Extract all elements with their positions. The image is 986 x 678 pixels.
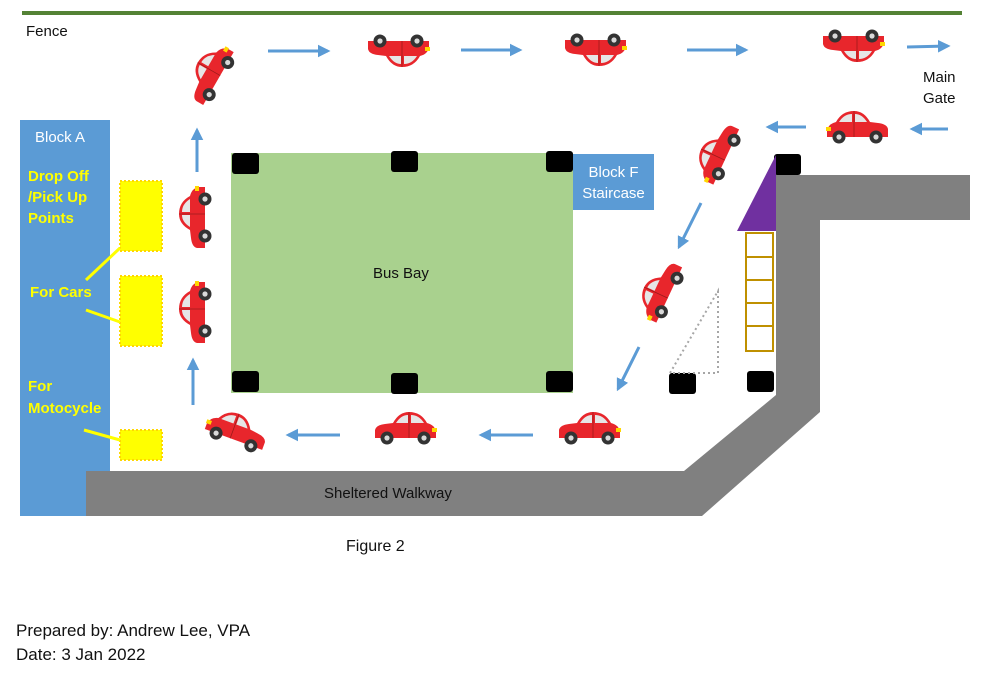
drop-off-line-2: /Pick Up (28, 189, 88, 206)
block-a-building (20, 120, 110, 516)
main-gate-label: Main Gate (923, 67, 956, 109)
car-icon (180, 37, 241, 109)
drop-off-point-motorcycle (119, 429, 163, 461)
car-icon (178, 185, 212, 249)
car-icon (631, 255, 689, 327)
prepared-by: Prepared by: Andrew Lee, VPA (16, 621, 251, 640)
figure-caption: Figure 2 (346, 538, 405, 555)
post (391, 151, 418, 172)
drop-off-line-3: Points (28, 210, 74, 227)
post (747, 371, 774, 392)
bus-bay-posts (232, 151, 801, 394)
car-icon (688, 117, 746, 189)
post (669, 373, 696, 394)
block-f-line-1: Block F (588, 164, 639, 181)
drop-off-line-1: Drop Off (28, 168, 89, 185)
car-icon (825, 110, 889, 144)
block-f-label: Block F Staircase (573, 162, 654, 204)
post (774, 154, 801, 175)
arrow (906, 39, 951, 53)
stair-ladder (745, 232, 774, 352)
car-icon (367, 34, 431, 68)
post (232, 153, 259, 174)
dotted-triangle (668, 287, 719, 374)
fence-label: Fence (26, 23, 68, 40)
car-icon (201, 403, 272, 457)
stair-roof (737, 155, 776, 231)
post (546, 151, 573, 172)
main-gate-line-1: Main (923, 69, 956, 86)
drop-off-point-car-1 (119, 180, 163, 252)
post (546, 371, 573, 392)
car-icon (822, 29, 886, 63)
block-f-line-2: Staircase (582, 185, 645, 202)
block-f-staircase (573, 154, 654, 210)
sheltered-walkway (86, 175, 970, 516)
drop-off-point-car-2 (119, 275, 163, 347)
post (391, 373, 418, 394)
for-cars-label: For Cars (30, 284, 92, 301)
sheltered-walkway-label: Sheltered Walkway (324, 485, 452, 502)
date: Date: 3 Jan 2022 (16, 645, 146, 664)
arrow (616, 346, 641, 392)
car-icon (178, 280, 212, 344)
main-gate-line-2: Gate (923, 90, 956, 107)
arrow (677, 202, 703, 250)
for-moto-line-2: Motocycle (28, 400, 102, 417)
drop-off-label: Drop Off /Pick Up Points (28, 166, 89, 229)
for-moto-line-1: For (28, 378, 53, 395)
car-icon (558, 411, 622, 445)
car-icon (564, 33, 628, 67)
post (232, 371, 259, 392)
bus-bay (231, 153, 573, 393)
block-a-label: Block A (35, 129, 86, 146)
callout-lines (83, 246, 122, 442)
bus-bay-label: Bus Bay (373, 265, 429, 282)
traffic-arrows (186, 39, 951, 442)
for-motorcycle-label: For Motocycle (28, 376, 101, 420)
car-icon (374, 411, 438, 445)
